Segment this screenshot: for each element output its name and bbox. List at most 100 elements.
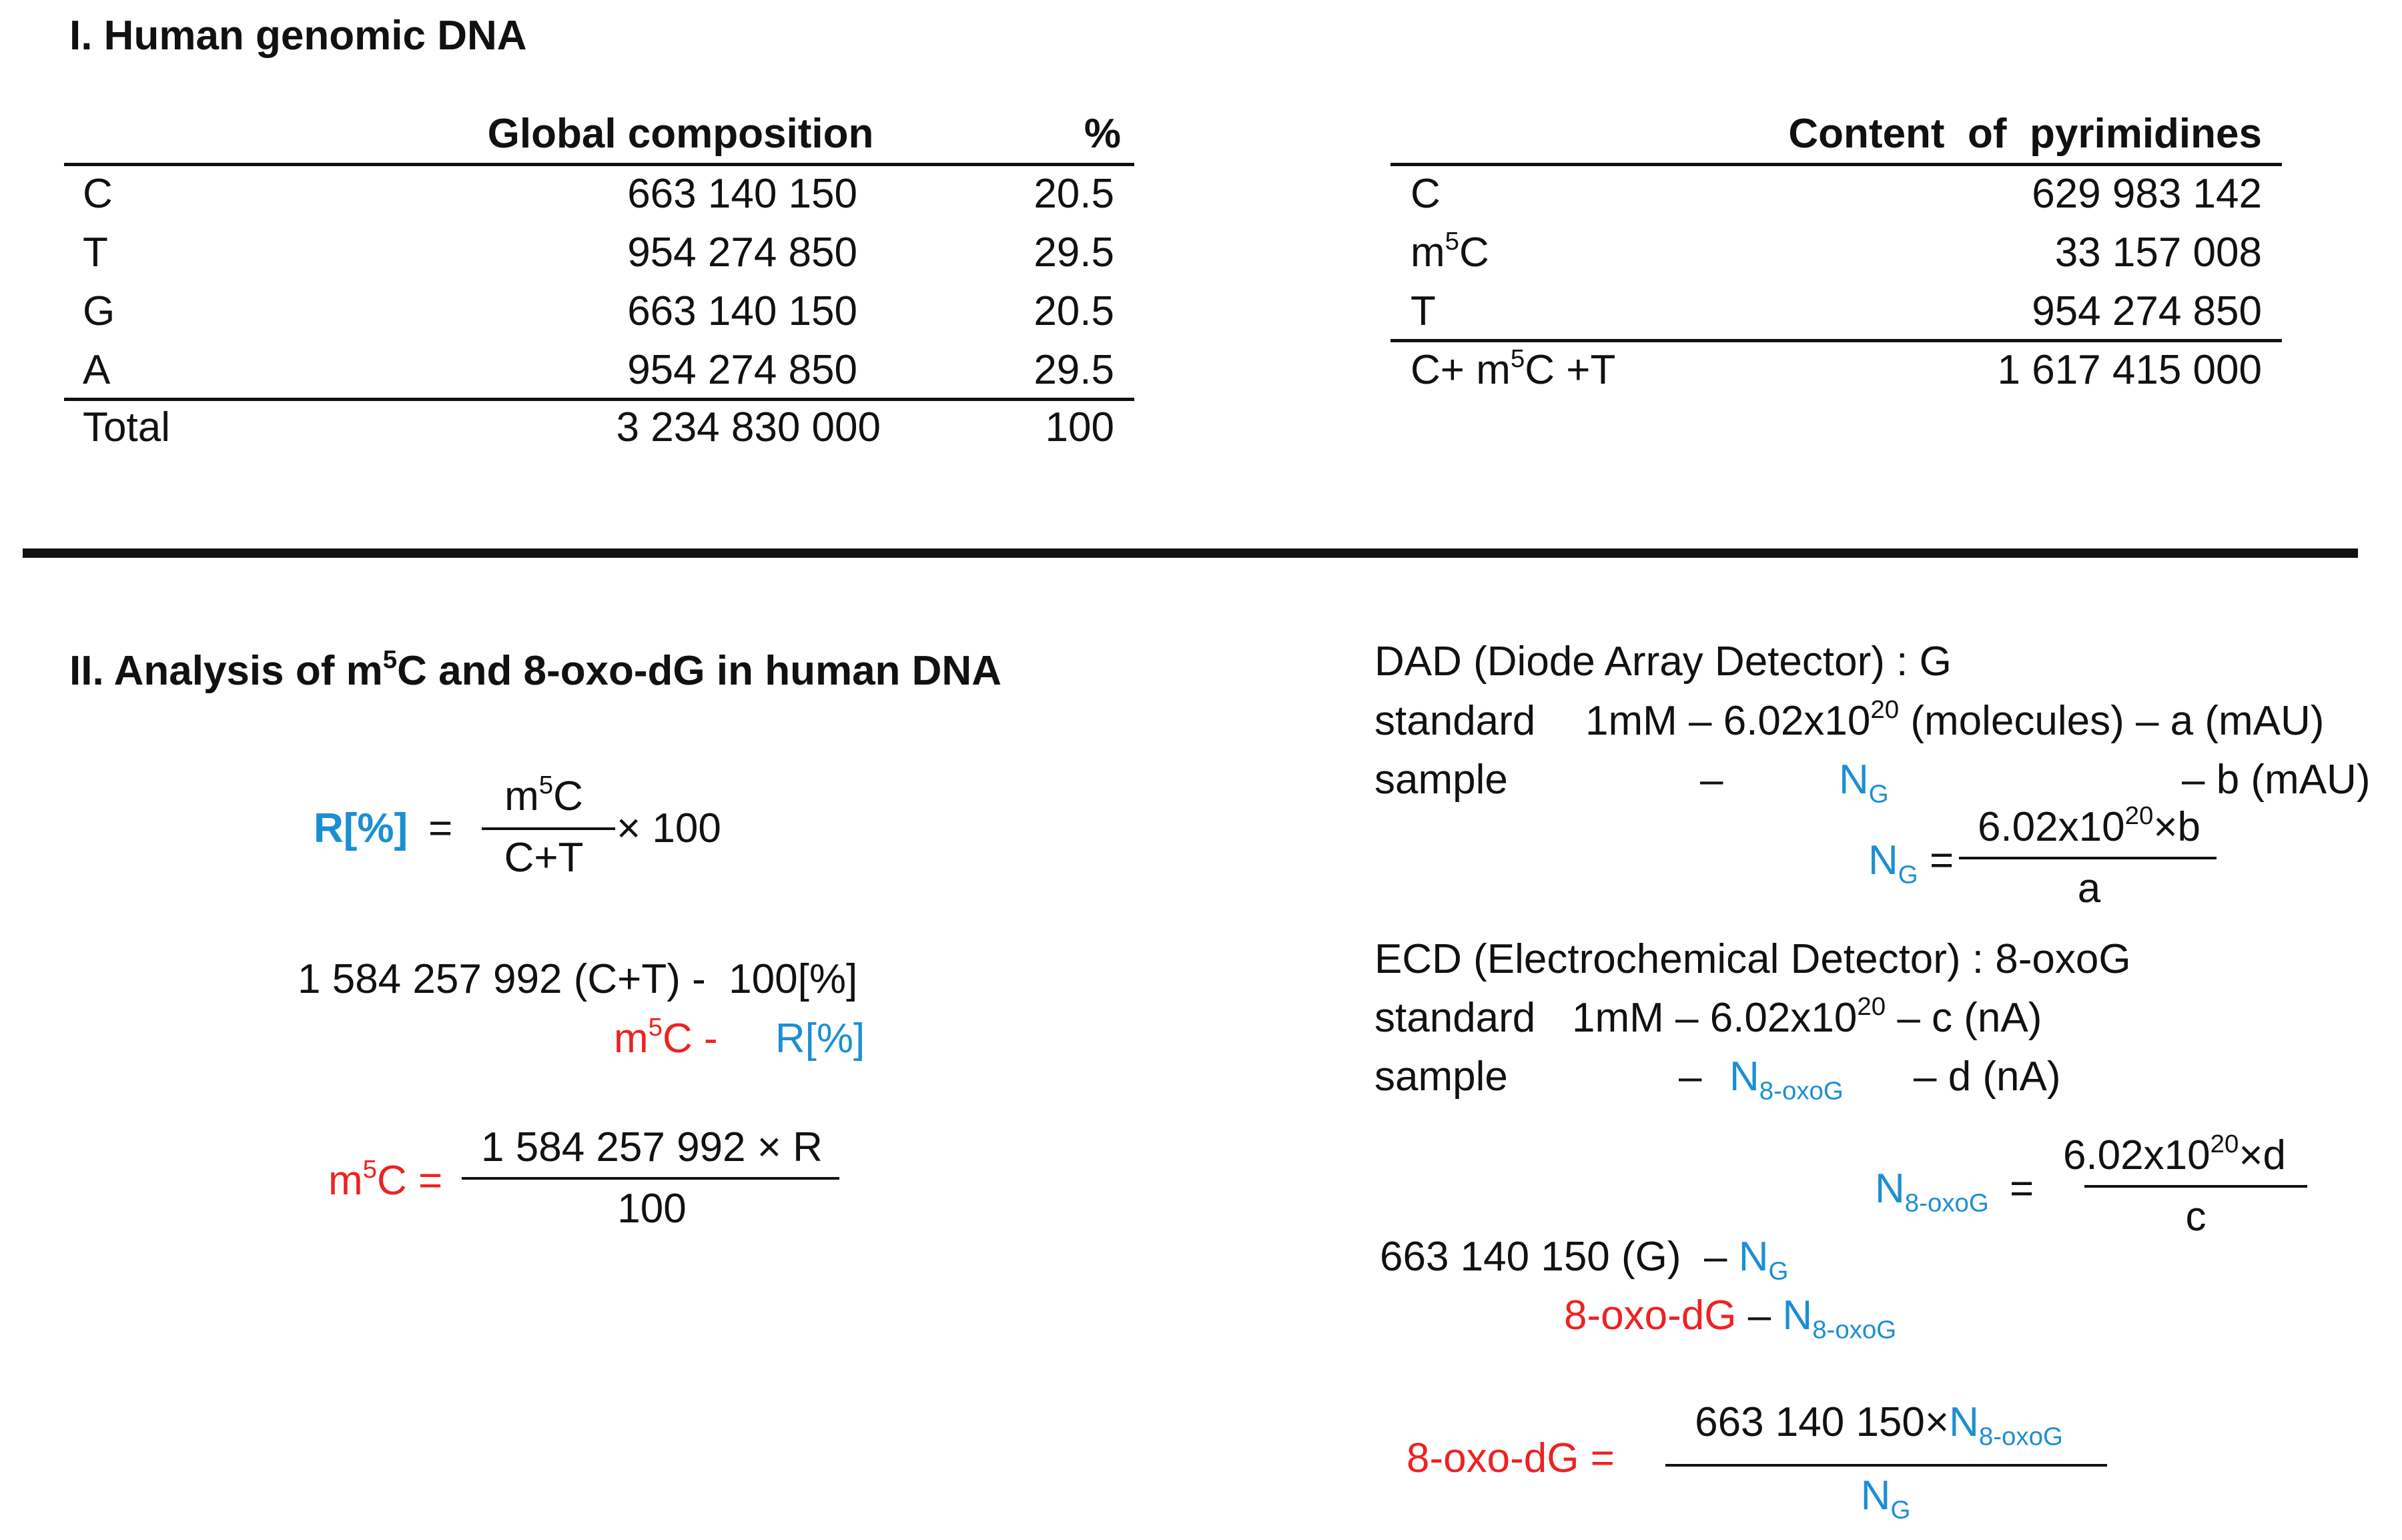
subscript: G — [1868, 779, 1889, 809]
m-label: m — [1411, 230, 1445, 276]
subscript: 8-oxoG — [1978, 1422, 2063, 1451]
r-lhs: R[%] — [314, 805, 408, 851]
proportion-line2: m5C - R[%] — [614, 1014, 865, 1062]
std-value: 1mM – 6.02x10 — [1572, 995, 1858, 1041]
subscript: 8-oxoG — [1904, 1188, 1989, 1218]
table2-total-label: C+ m5C +T — [1411, 346, 1615, 394]
std-value: 1mM – 6.02x10 — [1585, 698, 1871, 744]
std-rest: – c (nA) — [1886, 995, 2042, 1041]
m5c-denominator: 100 — [617, 1186, 687, 1232]
n-label: N — [1949, 1399, 1979, 1445]
table2-row-value: 954 274 850 — [2032, 288, 2262, 334]
dad-sample-label: sample — [1374, 757, 1508, 803]
dad-standard-label: standard — [1374, 698, 1536, 744]
oxo-denominator: NG — [1665, 1472, 2106, 1523]
table2-total-rule — [1390, 339, 2282, 342]
table1-row-count: 954 274 850 — [627, 230, 857, 276]
m5c-fraction-bar — [462, 1177, 839, 1180]
subscript: G — [1890, 1495, 1911, 1525]
oxo-dg-term: 8-oxo-dG — [1564, 1292, 1737, 1338]
title-post: C and 8-oxo-dG in human DNA — [397, 648, 1002, 694]
superscript: 5 — [382, 645, 398, 675]
r-term: R[%] — [775, 1016, 865, 1062]
m-label: m — [328, 1158, 363, 1204]
section1-title: I. Human genomic DNA — [69, 13, 527, 59]
table1-total-rule — [64, 398, 1134, 401]
table1-total-label: Total — [83, 404, 170, 450]
m-label: m — [504, 773, 539, 819]
title-pre: II. Analysis of m — [69, 648, 383, 694]
table1-row-pct: 29.5 — [1034, 347, 1114, 393]
r-denominator: C+T — [504, 835, 584, 881]
superscript: 5 — [538, 771, 554, 800]
num-base: 6.02x10 — [1977, 804, 2125, 850]
c-label: C = — [377, 1158, 443, 1204]
table1-row-label: G — [83, 288, 115, 334]
table2-row-label: m5C — [1411, 227, 1489, 276]
subscript: G — [1768, 1256, 1789, 1286]
oxo-fraction-bar — [1665, 1464, 2107, 1467]
table1-total-count: 3 234 830 000 — [616, 404, 881, 450]
spacer — [718, 1016, 775, 1062]
superscript: 20 — [1870, 695, 1900, 725]
ecd-frac-denominator: c — [2185, 1194, 2207, 1240]
g-proportion-line2: 8-oxo-dG – N8-oxoG — [1564, 1292, 1896, 1342]
n-label: N — [1875, 1166, 1905, 1212]
subscript: 8-oxoG — [1759, 1076, 1844, 1106]
m5c-numerator: 1 584 257 992 × R — [481, 1124, 823, 1170]
ecd-standard-label: standard — [1374, 995, 1536, 1041]
table1-total-pct: 100 — [1045, 404, 1114, 450]
dad-fraction-bar — [1959, 857, 2217, 859]
proportion-line1: 1 584 257 992 (C+T) - 100[%] — [298, 956, 858, 1002]
dad-standard-text: 1mM – 6.02x1020 (molecules) – a (mAU) — [1585, 697, 2324, 745]
total-label-pre: C+ m — [1411, 347, 1511, 393]
r-times: × 100 — [617, 805, 721, 851]
c-label: C - — [663, 1016, 718, 1062]
table1-header-global: Global composition — [487, 111, 874, 157]
g-count: 663 140 150 (G) – — [1380, 1234, 1727, 1280]
n-label: N — [1839, 757, 1869, 803]
subscript: G — [1898, 860, 1918, 889]
table2-total-value: 1 617 415 000 — [1997, 347, 2263, 393]
r-fraction-bar — [482, 827, 615, 830]
table2-top-rule — [1390, 163, 2282, 166]
table2-row-value: 629 983 142 — [2032, 171, 2262, 217]
table1-top-rule — [64, 163, 1134, 166]
n-oxog-term: N8-oxoG — [1949, 1399, 2063, 1449]
table2-row-label: T — [1411, 288, 1436, 334]
n-label: N — [1782, 1292, 1813, 1338]
ecd-sample-end: – d (nA) — [1914, 1054, 2061, 1100]
superscript: 5 — [362, 1155, 378, 1184]
n-label: N — [1860, 1473, 1891, 1519]
subscript: 8-oxoG — [1812, 1315, 1897, 1344]
m-label: m — [614, 1016, 649, 1062]
std-rest: (molecules) – a (mAU) — [1899, 698, 2325, 744]
oxo-numerator: 663 140 150×N8-oxoG — [1665, 1399, 2092, 1449]
n-label: N — [1729, 1054, 1759, 1100]
superscript: 5 — [1445, 227, 1460, 256]
superscript: 5 — [1510, 344, 1525, 374]
superscript: 20 — [2210, 1130, 2239, 1159]
section-divider — [23, 548, 2358, 558]
table1-row-pct: 20.5 — [1034, 171, 1114, 217]
num-rest: ×d — [2239, 1132, 2287, 1178]
section2-title: II. Analysis of m5C and 8-oxo-dG in huma… — [69, 647, 1002, 695]
equals-sign: = — [1930, 837, 1954, 883]
dad-sample-n: NG — [1839, 756, 1889, 807]
g-proportion-line1: 663 140 150 (G) – NG — [1380, 1233, 1788, 1284]
equals-sign: = — [428, 805, 453, 851]
ecd-title: ECD (Electrochemical Detector) : 8-oxoG — [1374, 936, 2131, 982]
ecd-sample-dash: – — [1679, 1054, 1702, 1100]
table2-header: Content of pyrimidines — [1788, 111, 2262, 157]
table2-row-value: 33 157 008 — [2054, 230, 2262, 276]
num-rest: ×b — [2153, 804, 2201, 850]
oxo-lhs: 8-oxo-dG = — [1407, 1435, 1615, 1481]
table2-row-label: C — [1411, 171, 1441, 217]
dad-sample-end: – b (mAU) — [2182, 757, 2371, 803]
ecd-sample-n: N8-oxoG — [1729, 1053, 1844, 1104]
table1-row-pct: 29.5 — [1034, 230, 1114, 276]
c-label: C — [553, 773, 583, 819]
dad-frac-numerator: 6.02x1020×b — [1959, 803, 2219, 851]
superscript: 20 — [1857, 992, 1886, 1022]
table1-row-count: 663 140 150 — [627, 288, 857, 334]
